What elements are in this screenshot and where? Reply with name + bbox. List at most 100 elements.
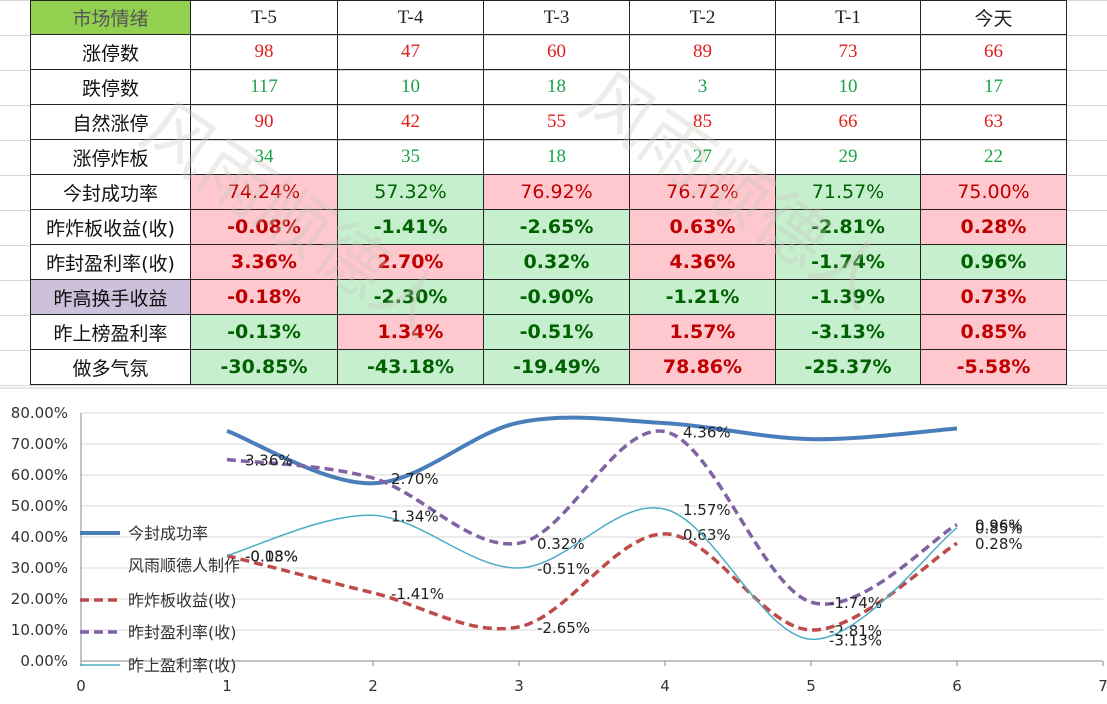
legend-label: 昨上盈利率(收) — [128, 656, 237, 675]
x-tick-label: 6 — [952, 677, 962, 695]
series-line — [226, 429, 958, 606]
table-cell: 85 — [630, 105, 776, 140]
table-cell: 55 — [484, 105, 630, 140]
table-cell: 0.63% — [630, 210, 776, 245]
x-tick-label: 3 — [514, 677, 524, 695]
table-cell: -1.41% — [338, 210, 484, 245]
header-cell: 市场情绪 — [30, 0, 191, 35]
data-label: 1.57% — [683, 501, 731, 519]
row-label: 昨封盈利率(收) — [30, 245, 191, 280]
header-cell: 今天 — [921, 0, 1067, 35]
table-cell: 29 — [776, 140, 921, 175]
table-cell: 47 — [338, 35, 484, 70]
data-label: 0.28% — [975, 535, 1023, 553]
table-cell: 0.85% — [921, 315, 1067, 350]
table-cell: -0.51% — [484, 315, 630, 350]
data-label: 3.36% — [245, 452, 293, 470]
table-cell: -3.13% — [776, 315, 921, 350]
row-label: 昨炸板收益(收) — [30, 210, 191, 245]
y-tick-label: 80.00% — [11, 404, 68, 422]
table-cell: 66 — [776, 105, 921, 140]
table-cell: 117 — [191, 70, 338, 105]
table-cell: 66 — [921, 35, 1067, 70]
sheet-line — [0, 35, 1107, 36]
y-tick-label: 40.00% — [11, 528, 68, 546]
header-cell: T-3 — [484, 0, 630, 35]
row-label: 做多气氛 — [30, 350, 191, 385]
legend-credit: 风雨顺德人制作 — [128, 556, 240, 575]
sheet-line — [0, 70, 1107, 71]
x-tick-label: 2 — [368, 677, 378, 695]
legend-label: 今封成功率 — [128, 524, 208, 543]
data-label: -3.13% — [829, 631, 882, 649]
table-cell: 2.70% — [338, 245, 484, 280]
table-cell: 22 — [921, 140, 1067, 175]
table-cell: 71.57% — [776, 175, 921, 210]
table-cell: 17 — [921, 70, 1067, 105]
table-cell: 57.32% — [338, 175, 484, 210]
table-cell: -1.74% — [776, 245, 921, 280]
table-cell: 34 — [191, 140, 338, 175]
y-tick-label: 10.00% — [11, 621, 68, 639]
data-label: 0.63% — [683, 526, 731, 544]
header-cell: T-2 — [630, 0, 776, 35]
row-label: 涨停数 — [30, 35, 191, 70]
row-label: 自然涨停 — [30, 105, 191, 140]
chart-area — [0, 388, 1107, 704]
series-line — [226, 507, 958, 641]
table-cell: -2.81% — [776, 210, 921, 245]
table-cell: -1.39% — [776, 280, 921, 315]
data-label: -1.74% — [829, 594, 882, 612]
table-cell: -0.18% — [191, 280, 338, 315]
watermark: 风雨顺德人 — [127, 86, 461, 354]
row-label: 今封成功率 — [30, 175, 191, 210]
table-cell: -2.65% — [484, 210, 630, 245]
table-cell: 0.73% — [921, 280, 1067, 315]
table-cell: -19.49% — [484, 350, 630, 385]
table-cell: -43.18% — [338, 350, 484, 385]
data-label: -1.41% — [391, 585, 444, 603]
y-tick-label: 0.00% — [20, 652, 68, 670]
table-cell: 60 — [484, 35, 630, 70]
table-cell: 1.57% — [630, 315, 776, 350]
sheet-line — [0, 140, 1107, 141]
header-cell: T-4 — [338, 0, 484, 35]
table-cell: 74.24% — [191, 175, 338, 210]
data-label: 0.96% — [975, 517, 1023, 535]
table-cell: 0.28% — [921, 210, 1067, 245]
table-cell: 18 — [484, 140, 630, 175]
table-cell: 35 — [338, 140, 484, 175]
table-cell: 3 — [630, 70, 776, 105]
legend-label: 昨封盈利率(收) — [128, 623, 237, 642]
table-cell: 90 — [191, 105, 338, 140]
data-label: 2.70% — [391, 470, 439, 488]
table-cell: -1.21% — [630, 280, 776, 315]
series-line — [226, 415, 958, 486]
table-cell: 73 — [776, 35, 921, 70]
table-cell: -5.58% — [921, 350, 1067, 385]
legend-label: 昨炸板收益(收) — [128, 591, 237, 610]
table-cell: 3.36% — [191, 245, 338, 280]
table-cell: 0.32% — [484, 245, 630, 280]
data-label: -2.81% — [829, 622, 882, 640]
table-cell: -30.85% — [191, 350, 338, 385]
data-label: 4.36% — [683, 424, 731, 442]
data-label: -0.13% — [245, 548, 298, 566]
data-label: -2.65% — [537, 619, 590, 637]
row-label: 涨停炸板 — [30, 140, 191, 175]
table-cell: 42 — [338, 105, 484, 140]
table-cell: -25.37% — [776, 350, 921, 385]
table-cell: 0.96% — [921, 245, 1067, 280]
x-tick-label: 7 — [1098, 677, 1107, 695]
data-label: -0.51% — [537, 560, 590, 578]
row-label: 跌停数 — [30, 70, 191, 105]
data-label: 1.34% — [391, 507, 439, 525]
table-cell: 63 — [921, 105, 1067, 140]
data-label: -0.08% — [245, 548, 298, 566]
table-cell: 27 — [630, 140, 776, 175]
data-label: 0.85% — [975, 520, 1023, 538]
y-tick-label: 70.00% — [11, 435, 68, 453]
x-tick-label: 0 — [76, 677, 86, 695]
